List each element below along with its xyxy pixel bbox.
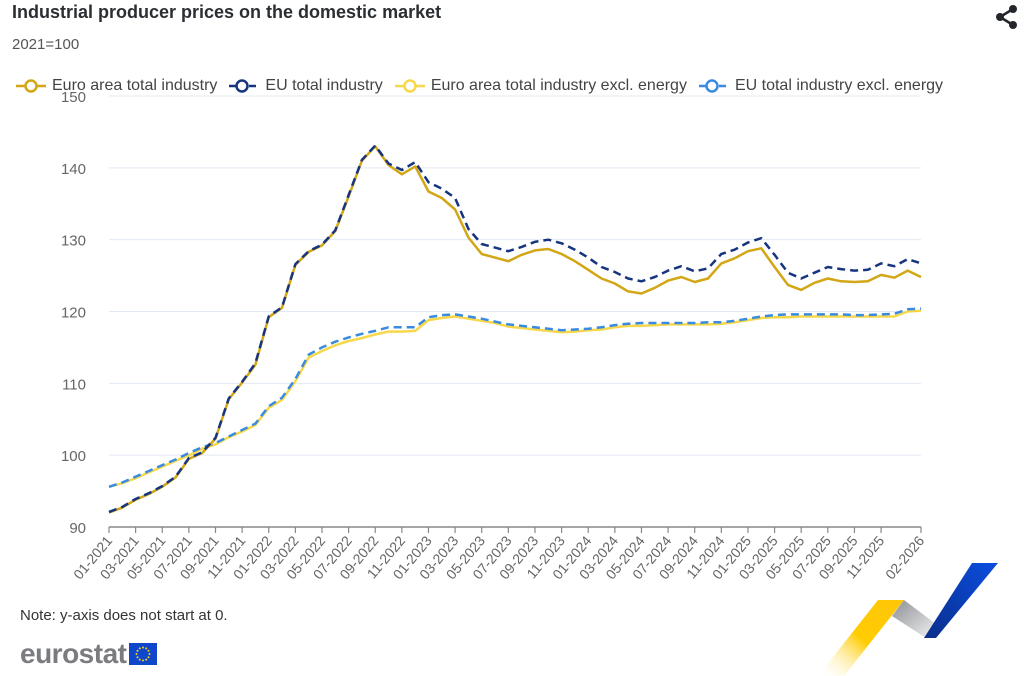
y-tick-label: 140 xyxy=(61,161,86,178)
legend-marker-icon xyxy=(698,79,729,93)
y-tick-label: 120 xyxy=(61,305,86,322)
y-tick-label: 90 xyxy=(69,520,86,537)
legend-label: EU total industry excl. energy xyxy=(734,77,944,94)
legend-marker-icon xyxy=(229,79,260,93)
series-line-eu-total-industry-excl-energy xyxy=(108,307,922,488)
eurostat-logo: eurostat xyxy=(20,638,158,669)
legend: Euro area total industry EU total indust… xyxy=(14,74,953,98)
footnote: Note: y-axis does not start at 0. xyxy=(20,607,228,624)
legend-marker-icon xyxy=(16,79,46,93)
y-tick-label: 130 xyxy=(61,233,86,250)
legend-label: Euro area total industry xyxy=(52,77,218,94)
chart-subtitle: 2021=100 xyxy=(12,36,80,53)
legend-marker-icon xyxy=(394,79,425,93)
series-line-eu-total-industry xyxy=(108,144,922,514)
logo-text: eurostat xyxy=(20,638,127,669)
decorative-ribbon-icon xyxy=(818,563,998,676)
share-icon[interactable] xyxy=(994,4,1020,30)
y-tick-label: 150 xyxy=(61,89,86,106)
legend-item-euro-area-total[interactable]: Euro area total industry xyxy=(14,77,217,95)
series-line-euro-area-total-industry-excl-energy xyxy=(108,309,922,489)
legend-item-euro-area-excl-energy[interactable]: Euro area total industry excl. energy xyxy=(393,77,687,95)
y-tick-label: 100 xyxy=(61,448,86,465)
legend-label: Euro area total industry excl. energy xyxy=(430,77,687,94)
eu-flag-icon xyxy=(129,643,158,665)
series-line-euro-area-total-industry xyxy=(108,145,922,514)
legend-item-eu-excl-energy[interactable]: EU total industry excl. energy xyxy=(697,77,943,95)
chart-title: Industrial producer prices on the domest… xyxy=(12,2,442,22)
legend-label: EU total industry xyxy=(265,77,383,94)
legend-item-eu-total[interactable]: EU total industry xyxy=(227,77,383,95)
y-tick-label: 110 xyxy=(62,376,86,393)
